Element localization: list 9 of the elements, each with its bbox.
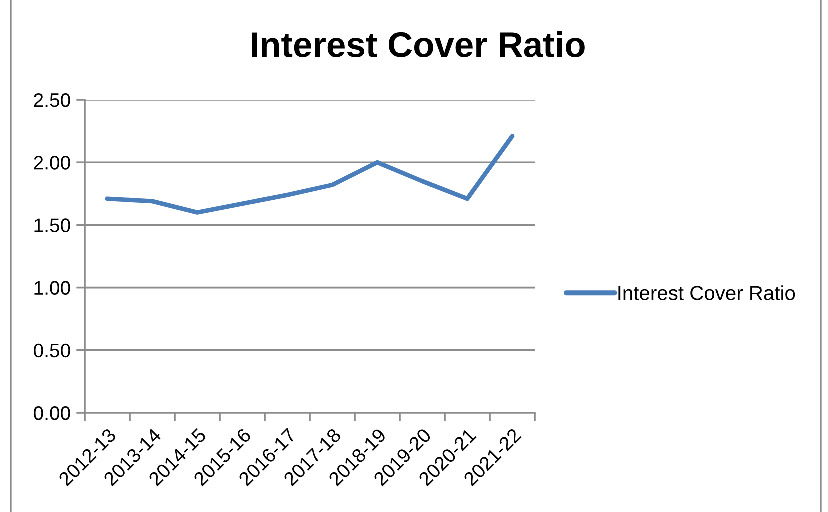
- y-tick-label: 1.50: [34, 218, 70, 232]
- legend-label: Interest Cover Ratio: [618, 286, 796, 300]
- y-tick-label: 2.50: [34, 93, 70, 108]
- line-series: [105, 134, 515, 215]
- y-tick-label: 0.00: [34, 406, 70, 420]
- y-tick-label: 2.00: [34, 156, 70, 170]
- y-tick-label: 0.50: [34, 344, 70, 358]
- chart-title: Interest Cover Ratio: [252, 31, 585, 58]
- y-tick-label: 1.00: [34, 281, 70, 296]
